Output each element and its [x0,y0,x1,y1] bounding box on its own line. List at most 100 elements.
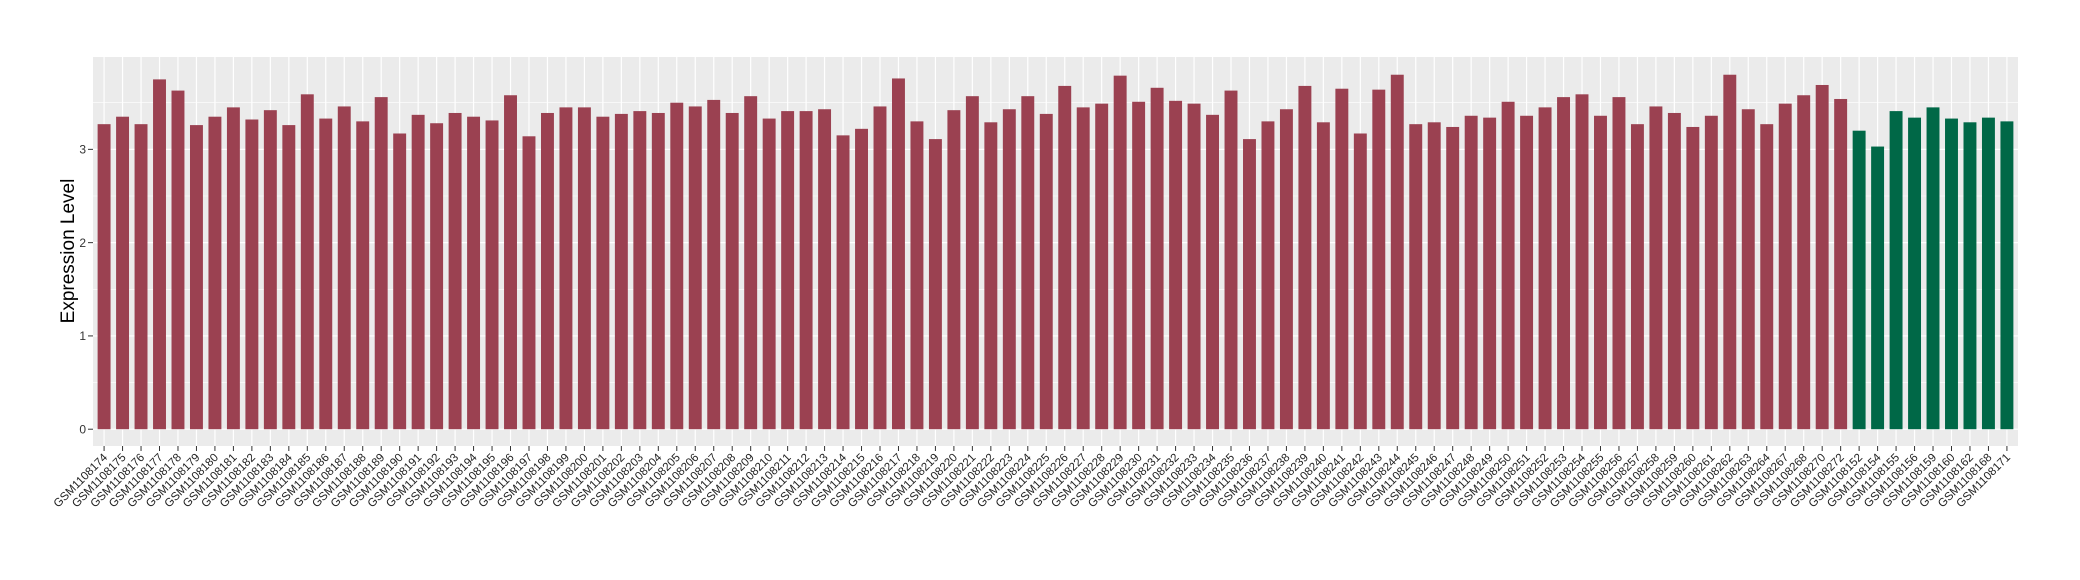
bar [1797,95,1811,430]
bar [356,121,370,430]
bar [1002,109,1016,430]
y-tick-label: 1 [79,329,86,343]
bar [1889,111,1903,430]
bar [1501,101,1515,430]
bar [374,97,388,430]
bar [1132,101,1146,430]
bar [2000,121,2014,430]
bar [1224,90,1238,430]
bar [411,114,425,430]
bar [208,116,222,430]
bar [651,112,665,430]
bar [1464,115,1478,430]
x-axis: GSM1108174GSM1108175GSM1108176GSM1108177… [51,446,2013,510]
bar [189,125,203,430]
bar [337,106,351,430]
bar [892,78,905,430]
bar [818,109,832,430]
y-axis-title: Expression Level [58,179,79,324]
bar [1741,109,1755,430]
bars [97,74,2014,430]
bar [1390,74,1404,430]
bar [1649,106,1663,430]
bar [799,111,813,430]
bar [1557,97,1571,430]
bar [540,112,554,430]
bar [928,139,942,430]
bar [171,90,185,430]
bar [1723,74,1737,430]
bar [1298,85,1312,430]
bar [1704,115,1718,430]
bar [448,112,462,430]
bar [1483,117,1497,430]
bar [1538,107,1552,430]
bar [300,94,314,430]
bar [1686,126,1700,430]
bar [1575,94,1589,430]
bar [633,111,647,430]
bar [965,96,979,430]
bar [1076,107,1090,430]
bar [707,99,721,430]
bar [1113,75,1127,430]
bar [577,107,591,430]
bar [1021,96,1035,430]
bar [725,112,739,430]
bar [1427,122,1441,430]
bar [1760,124,1774,430]
bar [1520,115,1534,430]
y-tick-label: 2 [79,236,86,250]
bar [1243,139,1256,430]
bar [1778,103,1792,430]
bar [1409,124,1423,430]
bar [984,122,998,430]
bar [1612,97,1626,430]
bar [1815,84,1829,430]
bar [134,124,148,430]
bar [116,116,130,430]
bar [1945,118,1958,430]
bar [263,110,277,430]
y-axis: 0 1 2 3 [79,143,93,437]
bar [1446,126,1460,430]
bar [522,136,536,430]
bar [836,135,850,430]
bar [744,96,758,430]
bar [910,121,924,430]
bar [467,116,481,430]
bar [1594,115,1607,430]
bar [762,118,776,430]
bar [1871,146,1885,430]
bar [245,119,259,430]
bar [282,125,296,430]
bar [1150,87,1164,430]
bar [1279,109,1293,430]
bar [430,123,444,430]
y-tick-label: 0 [79,423,86,437]
bar [1834,98,1848,430]
bar [559,107,573,430]
y-tick-label: 3 [79,143,86,157]
bar [1316,122,1330,430]
bar [504,95,517,430]
bar [1630,124,1644,430]
bar [1852,130,1866,430]
bar [1169,100,1183,430]
bar [1187,103,1201,430]
bar [781,111,795,430]
bar [1261,121,1275,430]
bar [1353,133,1367,430]
bar [1963,122,1977,430]
bar [1058,85,1072,430]
bar [153,79,166,430]
bar [1206,114,1219,430]
bar [670,102,684,430]
bar [1335,88,1349,430]
bar [1667,112,1681,430]
bar [485,120,499,430]
bar [873,106,887,430]
bar [855,128,868,430]
bar [1372,89,1386,430]
